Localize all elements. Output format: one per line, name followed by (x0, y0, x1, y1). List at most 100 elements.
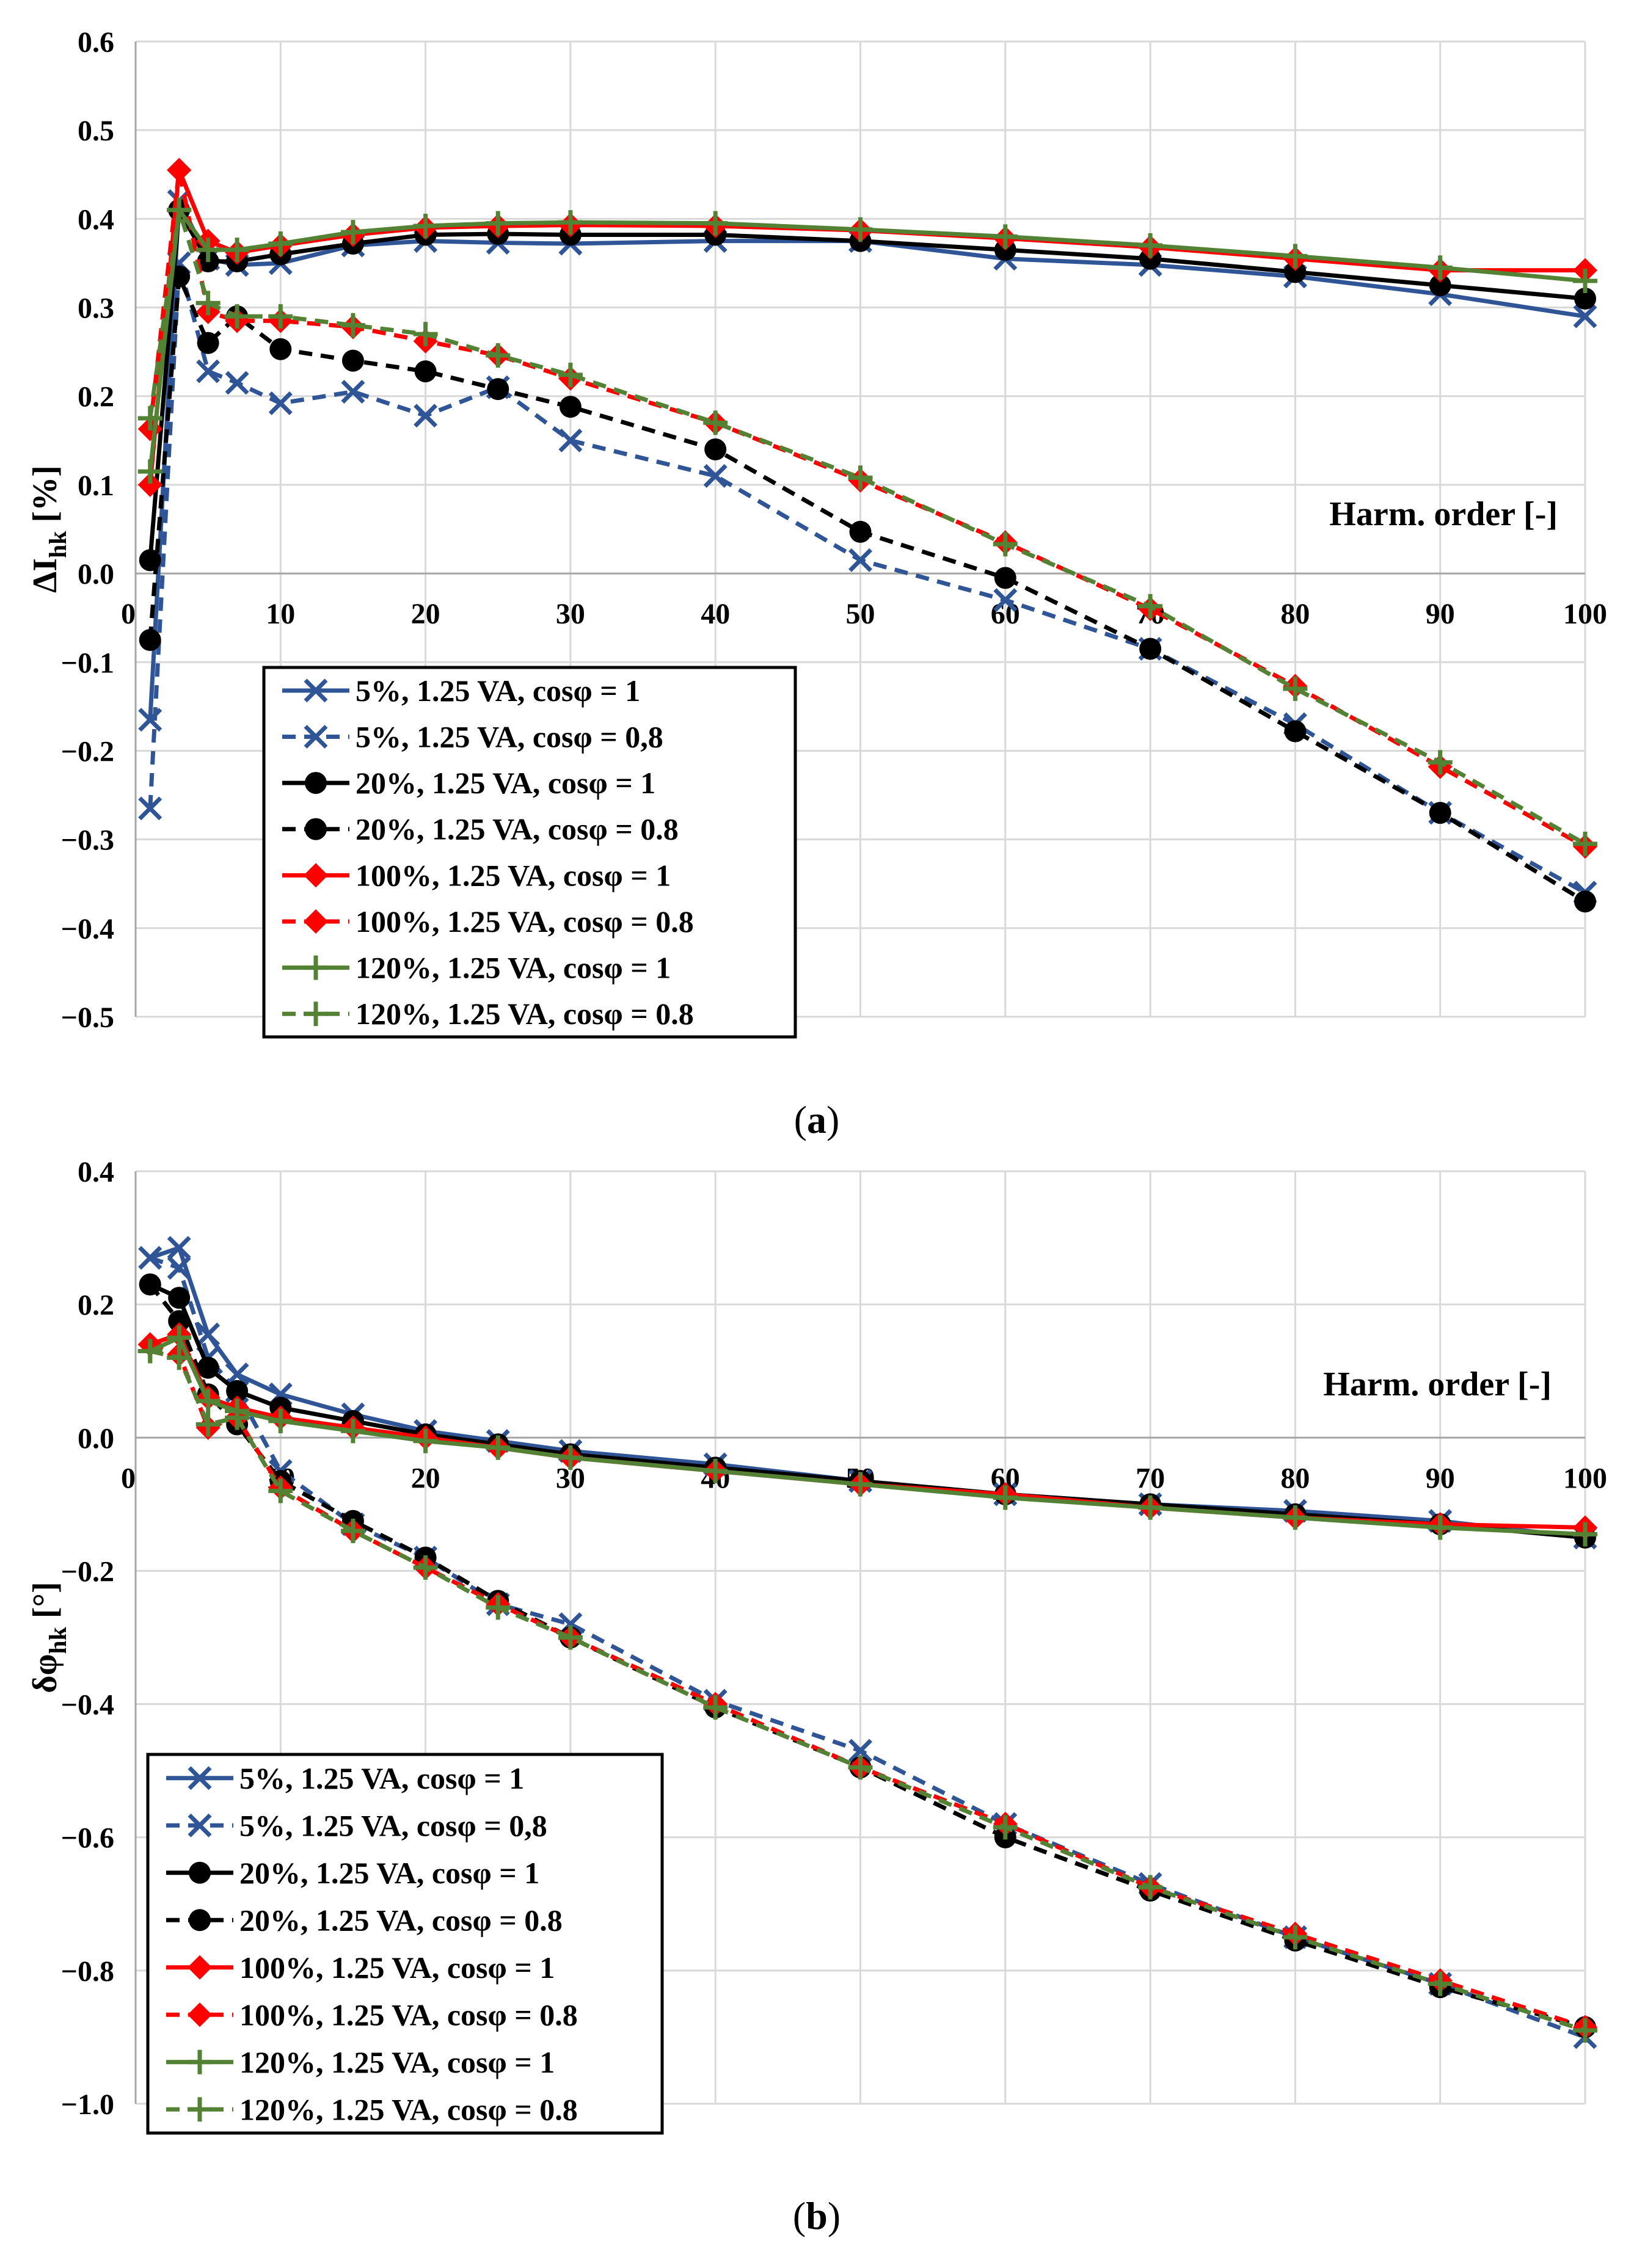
data-point (167, 1235, 191, 1260)
data-point (340, 1419, 365, 1444)
y-tick-label: −0.6 (61, 1822, 114, 1855)
data-point (195, 238, 221, 263)
series-line (148, 168, 1585, 485)
y-tick-label: 0.4 (78, 203, 114, 236)
data-point (340, 1518, 365, 1543)
data-point (414, 360, 437, 383)
legend-swatch-marker (188, 1813, 212, 1837)
data-point (994, 567, 1016, 589)
legend-entry-label: 5%, 1.25 VA, cosφ = 1 (239, 1761, 524, 1795)
y-tick-label: 0.0 (78, 1422, 114, 1455)
data-point (486, 211, 511, 236)
x-tick-label: 50 (846, 598, 875, 630)
x-tick-label: 0 (121, 1462, 136, 1494)
legend-entry-label: 100%, 1.25 VA, cosφ = 1 (239, 1950, 555, 1985)
data-point (1284, 261, 1307, 283)
data-point (137, 459, 162, 484)
x-tick-label: 100 (1563, 1462, 1607, 1494)
legend-entry-label: 120%, 1.25 VA, cosφ = 1 (356, 951, 671, 985)
data-point (1283, 1505, 1308, 1530)
y-tick-label: 0.2 (78, 1289, 114, 1321)
data-point (486, 343, 511, 368)
data-point (486, 1595, 511, 1620)
legend-swatch-marker (304, 1001, 328, 1027)
data-point (226, 1379, 249, 1402)
chart-panel-b: −1.0−0.8−0.6−0.4−0.20.00.20.401020304050… (26, 1156, 1607, 2237)
data-point (559, 396, 582, 418)
series-line (148, 274, 1586, 904)
legend: 5%, 1.25 VA, cosφ = 1 5%, 1.25 VA, cosφ =… (146, 1753, 664, 2135)
series-6 (137, 197, 1597, 484)
data-point (558, 210, 583, 235)
data-point (268, 231, 293, 256)
data-point (225, 371, 249, 395)
y-tick-label: −0.2 (61, 1555, 114, 1588)
data-point (848, 1739, 872, 1763)
data-point (1429, 802, 1451, 824)
data-point (139, 1273, 161, 1296)
legend-entry-label: 120%, 1.25 VA, cosφ = 0.8 (356, 997, 694, 1031)
series-7 (137, 1339, 1597, 2043)
data-point (196, 1322, 221, 1347)
x-axis-title: Harm. order [-] (1323, 1365, 1552, 1403)
x-tick-label: 80 (1280, 598, 1310, 630)
y-tick-label: −0.4 (61, 1689, 114, 1721)
legend-swatch-marker (188, 1955, 212, 1980)
legend-entry-label: 100%, 1.25 VA, cosφ = 1 (356, 858, 671, 892)
legend-swatch-marker (305, 772, 327, 794)
legend-entry-label: 5%, 1.25 VA, cosφ = 1 (356, 674, 640, 708)
data-point (1138, 594, 1163, 619)
data-point (268, 1478, 293, 1503)
legend-swatch-marker (189, 1861, 211, 1884)
legend-box (262, 666, 797, 1039)
y-axis-symbol: δφ (26, 1654, 64, 1693)
y-tick-label: 0.6 (78, 26, 114, 59)
data-point (413, 322, 438, 347)
series-line (148, 1283, 1586, 2029)
data-point (558, 1445, 583, 1470)
data-point (1573, 831, 1597, 856)
data-point (138, 796, 162, 821)
data-point (1428, 1971, 1453, 1996)
data-point (1428, 255, 1453, 280)
data-point (993, 224, 1018, 249)
series-3 (139, 265, 1596, 913)
data-point (341, 379, 365, 404)
data-point (558, 428, 583, 453)
data-point (137, 472, 162, 497)
data-point (138, 1246, 162, 1270)
legend-swatch-marker (304, 678, 328, 703)
legend-swatch-marker (304, 955, 328, 980)
data-point (1428, 1515, 1453, 1540)
data-point (993, 1815, 1018, 1840)
y-tick-label: −0.8 (61, 1955, 114, 1988)
x-tick-label: 90 (1426, 1462, 1455, 1494)
y-axis-symbol: ΔI (26, 558, 64, 593)
data-point (848, 465, 873, 490)
y-axis-unit: [%] (26, 465, 64, 531)
y-axis-title: δφhk [°] (26, 1582, 71, 1693)
data-point (703, 1458, 728, 1483)
legend-entry-label: 120%, 1.25 VA, cosφ = 1 (239, 2045, 555, 2079)
series-7 (137, 197, 1597, 856)
data-point (414, 404, 438, 428)
data-point (1283, 676, 1308, 701)
data-point (703, 463, 728, 488)
data-point (341, 349, 364, 372)
data-point (1284, 720, 1307, 743)
data-point (848, 1472, 873, 1497)
data-point (167, 1345, 192, 1370)
data-point (1283, 1925, 1308, 1950)
series-line (148, 208, 1586, 472)
series-line (149, 1349, 1586, 2033)
legend-entry-label: 20%, 1.25 VA, cosφ = 0.8 (356, 812, 679, 846)
data-point (703, 211, 728, 236)
data-point (1138, 1495, 1163, 1520)
data-point (1428, 750, 1453, 775)
data-point (167, 197, 192, 222)
data-point (413, 213, 438, 238)
series-line (149, 1336, 1586, 1536)
data-point (1574, 890, 1596, 913)
y-tick-label: −0.5 (61, 1001, 114, 1034)
